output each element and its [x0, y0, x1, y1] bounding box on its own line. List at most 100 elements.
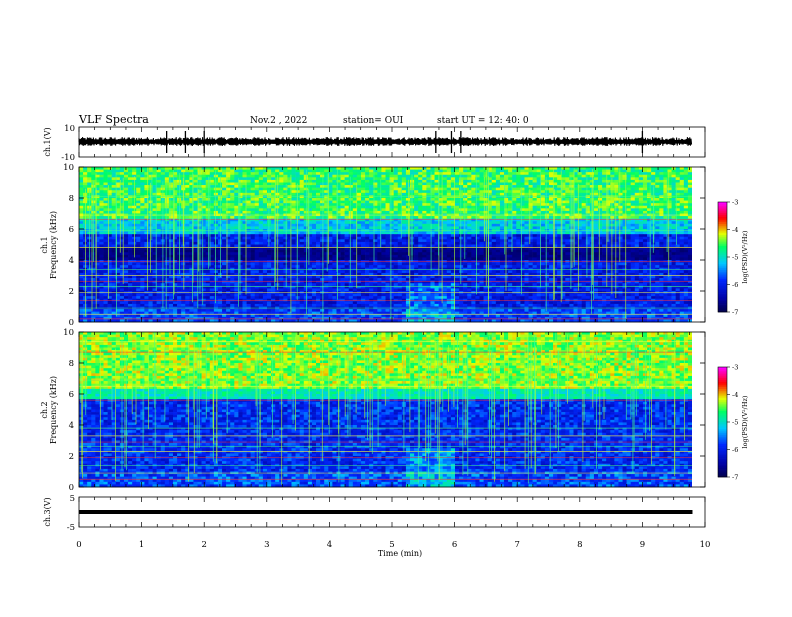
- spec-cell: [345, 172, 349, 175]
- spec-cell: [345, 250, 349, 253]
- spec-cell: [230, 250, 234, 253]
- spec-cell: [206, 195, 210, 198]
- spec-cell: [582, 234, 586, 237]
- spec-cell: [479, 195, 483, 198]
- spec-cell: [418, 170, 422, 173]
- spec-cell: [263, 208, 267, 211]
- spec-cell: [631, 234, 635, 237]
- spec-cell: [320, 224, 324, 227]
- spec-cell: [447, 177, 451, 180]
- spec-cell: [292, 226, 296, 229]
- spec-cell: [422, 221, 426, 224]
- spec-cell: [136, 219, 140, 222]
- spec-cell: [614, 245, 618, 248]
- spec-cell: [202, 239, 206, 242]
- spec-cell: [316, 180, 320, 183]
- spec-cell: [459, 219, 463, 222]
- spec-cell: [259, 242, 263, 245]
- spec-cell: [247, 239, 251, 242]
- spec-cell: [402, 190, 406, 193]
- spec-cell: [643, 195, 647, 198]
- spec-cell: [99, 221, 103, 224]
- spec-cell: [627, 224, 631, 227]
- spec-cell: [545, 201, 549, 204]
- spec-cell: [512, 232, 516, 235]
- spec-cell: [365, 175, 369, 178]
- spec-cell: [214, 221, 218, 224]
- spec-cell: [206, 224, 210, 227]
- spec-cell: [222, 175, 226, 178]
- spec-cell: [210, 190, 214, 193]
- spec-cell: [610, 195, 614, 198]
- spec-cell: [541, 203, 545, 206]
- spec-cell: [292, 195, 296, 198]
- spec-cell: [144, 201, 148, 204]
- spec-cell: [267, 185, 271, 188]
- spec-cell: [545, 242, 549, 245]
- spec-cell: [545, 250, 549, 253]
- spec-cell: [475, 226, 479, 229]
- spec-cell: [365, 221, 369, 224]
- spec-cell: [112, 185, 116, 188]
- spec-cell: [332, 206, 336, 209]
- spec-cell: [545, 234, 549, 237]
- spec-cell: [545, 198, 549, 201]
- spec-cell: [545, 211, 549, 214]
- spec-cell: [643, 250, 647, 253]
- spec-cell: [614, 203, 618, 206]
- spec-cell: [300, 219, 304, 222]
- spec-cell: [520, 226, 524, 229]
- spec-cell: [529, 226, 533, 229]
- spec-cell: [255, 167, 259, 170]
- spec-cell: [451, 172, 455, 175]
- spec-cell: [639, 216, 643, 219]
- spec-cell: [251, 224, 255, 227]
- spec-cell: [185, 237, 189, 240]
- spec-cell: [292, 232, 296, 235]
- spec-cell: [659, 180, 663, 183]
- spec-cell: [484, 250, 488, 253]
- spec-cell: [623, 167, 627, 170]
- spec-cell: [647, 201, 651, 204]
- spec-cell: [516, 201, 520, 204]
- spec-cell: [202, 245, 206, 248]
- spec-cell: [87, 183, 91, 186]
- spec-cell: [341, 245, 345, 248]
- spec-cell: [561, 175, 565, 178]
- spec-cell: [222, 208, 226, 211]
- spec-cell: [520, 203, 524, 206]
- spec-cell: [418, 167, 422, 170]
- spec-cell: [520, 175, 524, 178]
- spec-cell: [104, 226, 108, 229]
- spec-cell: [688, 175, 692, 178]
- spec-cell: [332, 177, 336, 180]
- spec-cell: [320, 167, 324, 170]
- spec-cell: [136, 183, 140, 186]
- spec-cell: [165, 190, 169, 193]
- spec-cell: [639, 193, 643, 196]
- spec-cell: [259, 245, 263, 248]
- spec-cell: [136, 177, 140, 180]
- spec-cell: [520, 216, 524, 219]
- spec-cell: [99, 198, 103, 201]
- spec-cell: [479, 211, 483, 214]
- spec-cell: [144, 224, 148, 227]
- spec-cell: [627, 234, 631, 237]
- spec-cell: [251, 177, 255, 180]
- spec-cell: [672, 232, 676, 235]
- spec-cell: [157, 177, 161, 180]
- spec-cell: [455, 226, 459, 229]
- spec-cell: [549, 224, 553, 227]
- spec-cell: [185, 226, 189, 229]
- spec-cell: [586, 250, 590, 253]
- spec-cell: [91, 172, 95, 175]
- spec-cell: [345, 221, 349, 224]
- spec-cell: [455, 234, 459, 237]
- spec-cell: [659, 201, 663, 204]
- spec-cell: [128, 224, 132, 227]
- spec-cell: [475, 250, 479, 253]
- spec-cell: [418, 242, 422, 245]
- spec-cell: [394, 216, 398, 219]
- spec-cell: [279, 245, 283, 248]
- spec-cell: [247, 175, 251, 178]
